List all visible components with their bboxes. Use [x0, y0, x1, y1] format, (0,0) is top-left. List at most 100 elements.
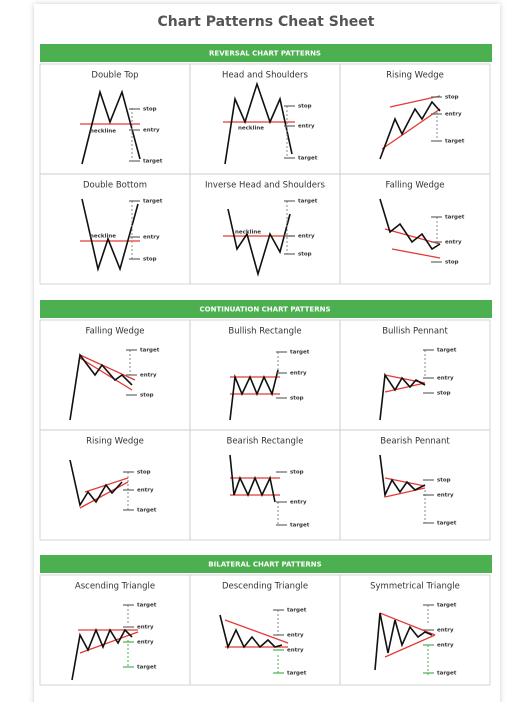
price-line [229, 454, 276, 503]
pattern-label: target [287, 608, 307, 614]
pattern-label: entry [143, 128, 160, 134]
pattern-label: stop [290, 396, 304, 402]
cell-title: Bearish Pennant [380, 437, 450, 447]
price-line [379, 100, 441, 160]
cell-title: Rising Wedge [386, 71, 444, 81]
price-line [229, 369, 279, 421]
cell-title: Double Top [91, 71, 138, 81]
pattern-label: entry [298, 234, 315, 240]
pattern-label: target [143, 199, 163, 205]
pattern-label: target [437, 348, 457, 354]
cell [339, 429, 491, 541]
trend-line [384, 382, 426, 393]
pattern-label: entry [137, 640, 154, 646]
trend-line [224, 619, 289, 644]
pattern-label: neckline [90, 129, 116, 135]
pattern-label: entry [437, 628, 454, 634]
section-header-bar [40, 300, 492, 318]
pattern-label: stop [437, 391, 451, 397]
pattern-label: stop [290, 470, 304, 476]
cell-title: Descending Triangle [222, 582, 308, 592]
pattern-label: entry [445, 240, 462, 246]
section-header: REVERSAL CHART PATTERNS [209, 50, 321, 58]
pattern-label: stop [298, 252, 312, 258]
cell-title: Bullish Rectangle [228, 327, 301, 337]
pattern-label: target [137, 665, 157, 671]
trend-line [79, 631, 139, 654]
pattern-label: target [137, 508, 157, 514]
pattern-label: target [445, 215, 465, 221]
pattern-label: target [140, 348, 160, 354]
trend-line [384, 634, 436, 658]
price-line [374, 612, 433, 671]
trend-line [79, 354, 136, 381]
pattern-label: entry [298, 124, 315, 130]
price-line [81, 198, 139, 272]
pattern-label: stop [437, 478, 451, 484]
pattern-label: neckline [90, 234, 116, 240]
price-line [69, 352, 133, 421]
pattern-label: stop [137, 470, 151, 476]
price-line [379, 198, 441, 251]
price-line [71, 627, 133, 681]
trend-line [379, 612, 436, 636]
pattern-label: stop [445, 260, 459, 266]
section-header-bar [40, 555, 492, 573]
price-line [69, 459, 123, 508]
cell-title: Bullish Pennant [382, 327, 448, 337]
pattern-label: entry [290, 371, 307, 377]
pattern-label: entry [137, 625, 154, 631]
trend-line [389, 95, 441, 108]
pattern-label: entry [437, 376, 454, 382]
pattern-label: target [437, 521, 457, 527]
cell [339, 574, 491, 686]
trend-line [381, 108, 441, 150]
pattern-label: target [137, 603, 157, 609]
price-line [379, 372, 426, 421]
pattern-label: target [287, 671, 307, 677]
cell [339, 173, 491, 285]
pattern-label: target [437, 671, 457, 677]
cell-title: Falling Wedge [385, 181, 444, 191]
pattern-label: entry [437, 643, 454, 649]
section-header: CONTINUATION CHART PATTERNS [200, 306, 331, 314]
price-line [379, 454, 426, 498]
pattern-label: target [290, 523, 310, 529]
pattern-label: neckline [238, 126, 264, 132]
cell-title: Ascending Triangle [75, 582, 155, 592]
pattern-label: stop [140, 393, 154, 399]
pattern-label: stop [143, 257, 157, 263]
price-line [219, 614, 283, 650]
price-line [227, 208, 291, 277]
pattern-label: entry [437, 493, 454, 499]
cell-title: Rising Wedge [86, 437, 144, 447]
pattern-label: neckline [235, 230, 261, 236]
pattern-label: stop [445, 95, 459, 101]
pattern-label: stop [143, 107, 157, 113]
trend-line [79, 357, 133, 391]
pattern-label: target [437, 603, 457, 609]
pattern-label: target [143, 159, 163, 165]
trend-line [391, 248, 441, 259]
pattern-label: entry [140, 373, 157, 379]
pattern-label: entry [290, 500, 307, 506]
pattern-label: entry [143, 235, 160, 241]
price-line [81, 89, 141, 165]
cell-title: Falling Wedge [85, 327, 144, 337]
pattern-label: entry [287, 633, 304, 639]
cell-title: Head and Shoulders [222, 71, 308, 81]
section-header-bar [40, 44, 492, 62]
pattern-label: entry [287, 648, 304, 654]
trend-line [384, 228, 441, 245]
pattern-label: target [290, 350, 310, 356]
trend-line [79, 481, 129, 509]
section-header: BILATERAL CHART PATTERNS [208, 561, 321, 569]
cell-title: Bearish Rectangle [227, 437, 304, 447]
cell-title: Double Bottom [83, 181, 147, 191]
pattern-label: entry [137, 488, 154, 494]
title: Chart Patterns Cheat Sheet [158, 14, 375, 30]
pattern-label: target [445, 139, 465, 145]
price-line [224, 81, 293, 165]
cell-title: Symmetrical Triangle [370, 582, 460, 592]
